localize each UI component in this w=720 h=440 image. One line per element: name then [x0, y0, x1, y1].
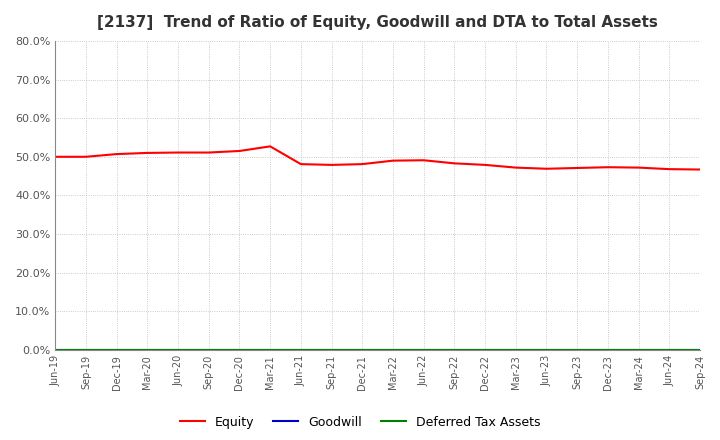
Deferred Tax Assets	[634, 347, 643, 352]
Goodwill	[573, 347, 582, 352]
Goodwill	[266, 347, 274, 352]
Deferred Tax Assets	[389, 347, 397, 352]
Equity	[603, 165, 612, 170]
Goodwill	[603, 347, 612, 352]
Goodwill	[634, 347, 643, 352]
Line: Equity: Equity	[55, 147, 700, 169]
Goodwill	[358, 347, 366, 352]
Equity	[696, 167, 704, 172]
Deferred Tax Assets	[511, 347, 520, 352]
Goodwill	[112, 347, 121, 352]
Deferred Tax Assets	[328, 347, 336, 352]
Equity	[297, 161, 305, 167]
Goodwill	[481, 347, 490, 352]
Equity	[143, 150, 152, 156]
Deferred Tax Assets	[174, 347, 182, 352]
Deferred Tax Assets	[450, 347, 459, 352]
Equity	[419, 158, 428, 163]
Equity	[665, 166, 674, 172]
Goodwill	[389, 347, 397, 352]
Equity	[358, 161, 366, 167]
Equity	[542, 166, 551, 172]
Equity	[634, 165, 643, 170]
Equity	[481, 162, 490, 168]
Deferred Tax Assets	[481, 347, 490, 352]
Equity	[112, 151, 121, 157]
Deferred Tax Assets	[112, 347, 121, 352]
Deferred Tax Assets	[81, 347, 90, 352]
Goodwill	[297, 347, 305, 352]
Deferred Tax Assets	[696, 347, 704, 352]
Deferred Tax Assets	[419, 347, 428, 352]
Deferred Tax Assets	[143, 347, 152, 352]
Deferred Tax Assets	[358, 347, 366, 352]
Goodwill	[81, 347, 90, 352]
Equity	[81, 154, 90, 159]
Deferred Tax Assets	[542, 347, 551, 352]
Equity	[266, 144, 274, 149]
Equity	[511, 165, 520, 170]
Deferred Tax Assets	[51, 347, 60, 352]
Equity	[450, 161, 459, 166]
Deferred Tax Assets	[235, 347, 244, 352]
Deferred Tax Assets	[665, 347, 674, 352]
Goodwill	[174, 347, 182, 352]
Equity	[204, 150, 213, 155]
Goodwill	[328, 347, 336, 352]
Deferred Tax Assets	[204, 347, 213, 352]
Goodwill	[450, 347, 459, 352]
Equity	[174, 150, 182, 155]
Goodwill	[542, 347, 551, 352]
Goodwill	[511, 347, 520, 352]
Goodwill	[143, 347, 152, 352]
Deferred Tax Assets	[603, 347, 612, 352]
Legend: Equity, Goodwill, Deferred Tax Assets: Equity, Goodwill, Deferred Tax Assets	[175, 411, 545, 434]
Deferred Tax Assets	[573, 347, 582, 352]
Equity	[389, 158, 397, 163]
Equity	[328, 162, 336, 168]
Goodwill	[696, 347, 704, 352]
Goodwill	[51, 347, 60, 352]
Equity	[235, 148, 244, 154]
Title: [2137]  Trend of Ratio of Equity, Goodwill and DTA to Total Assets: [2137] Trend of Ratio of Equity, Goodwil…	[97, 15, 658, 30]
Equity	[51, 154, 60, 159]
Goodwill	[419, 347, 428, 352]
Goodwill	[235, 347, 244, 352]
Deferred Tax Assets	[266, 347, 274, 352]
Deferred Tax Assets	[297, 347, 305, 352]
Equity	[573, 165, 582, 171]
Goodwill	[665, 347, 674, 352]
Goodwill	[204, 347, 213, 352]
